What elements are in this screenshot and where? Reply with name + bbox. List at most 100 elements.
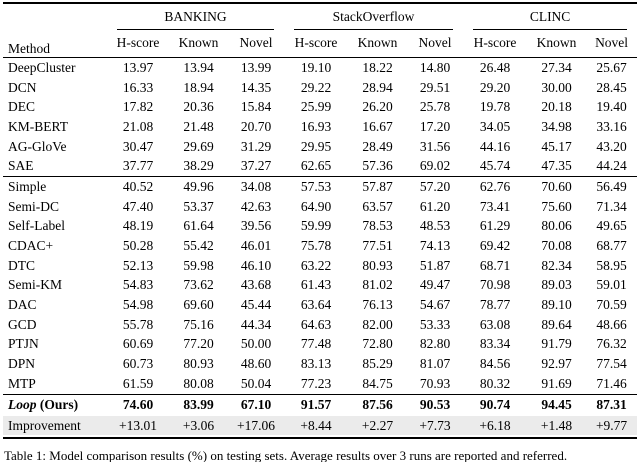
- value-cell: 30.47: [122, 138, 154, 154]
- value-cell: 64.63: [300, 316, 332, 332]
- table-row: Self-Label 48.19 61.64 39.56 59.99 78.53 48.53…: [3, 217, 637, 237]
- value-cell: 78.77: [479, 297, 511, 313]
- value-cell: 20.18: [541, 99, 572, 115]
- value-cell: 77.20: [183, 336, 214, 352]
- value-cell: 82.34: [541, 257, 572, 273]
- value-cell: 38.29: [183, 158, 214, 174]
- value-cell: 29.95: [300, 138, 332, 154]
- value-cell: 70.59: [596, 297, 627, 313]
- value-cell: 83.34: [479, 336, 511, 352]
- value-cell: +3.06: [169, 415, 228, 436]
- value-cell: 13.94: [183, 59, 214, 75]
- value-cell: 45.74: [479, 158, 511, 174]
- value-cell: 55.42: [183, 238, 214, 254]
- value-cell: 29.20: [479, 79, 511, 95]
- value-cell: 61.59: [122, 375, 154, 391]
- table-row: KM-BERT 21.08 21.48 20.70 16.93 16.67 17.20 34.…: [3, 117, 637, 137]
- value-cell: 29.51: [419, 79, 451, 95]
- method-cell: DEC: [8, 99, 35, 115]
- value-cell: 85.29: [362, 356, 393, 372]
- value-cell: 67.10: [228, 393, 285, 416]
- group-header-stackoverflow-label: StackOverflow: [294, 8, 454, 30]
- value-cell: 75.78: [300, 238, 332, 254]
- value-cell: 90.74: [463, 393, 528, 416]
- value-cell: 14.35: [240, 79, 272, 95]
- value-cell: 82.80: [419, 336, 451, 352]
- value-cell: 52.13: [122, 257, 154, 273]
- value-cell: 61.29: [479, 218, 511, 234]
- value-cell: 53.33: [419, 316, 451, 332]
- value-cell: 37.27: [240, 158, 272, 174]
- results-table: Method BANKING StackOverflow CLINC H-sco…: [3, 2, 638, 436]
- value-cell: 90.53: [407, 393, 464, 416]
- value-cell: 80.93: [362, 257, 393, 273]
- group-header-stackoverflow: StackOverflow: [284, 3, 463, 30]
- value-cell: 71.34: [596, 198, 627, 214]
- table-bottom-rule: [3, 437, 637, 440]
- value-cell: 17.82: [122, 99, 154, 115]
- method-cell: GCD: [8, 316, 37, 332]
- value-cell: 80.32: [479, 375, 511, 391]
- value-cell: 49.47: [419, 277, 451, 293]
- table-row: DCN 16.33 18.94 14.35 29.22 28.94 29.51 29.20 30…: [3, 78, 637, 98]
- value-cell: 64.90: [300, 198, 332, 214]
- table-row: DPN 60.73 80.93 48.60 83.13 85.29 81.07 84.56 92…: [3, 354, 637, 374]
- column-header-hscore: H-score: [294, 35, 338, 50]
- value-cell: 31.56: [419, 138, 451, 154]
- value-cell: 56.49: [586, 176, 638, 197]
- value-cell: 16.93: [300, 118, 332, 134]
- value-cell: 44.16: [479, 138, 511, 154]
- value-cell: +1.48: [527, 415, 587, 436]
- value-cell: 53.37: [183, 198, 214, 214]
- value-cell: 18.94: [183, 79, 214, 95]
- column-header-novel: Novel: [239, 35, 273, 50]
- value-cell: 77.23: [300, 375, 332, 391]
- value-cell: 47.40: [122, 198, 154, 214]
- value-cell: 14.80: [419, 59, 451, 75]
- value-cell: 17.20: [419, 118, 451, 134]
- value-cell: +9.77: [586, 415, 638, 436]
- value-cell: 71.46: [596, 375, 627, 391]
- table-row: DAC 54.98 69.60 45.44 63.64 76.13 54.67 78.77 89…: [3, 295, 637, 315]
- value-cell: 91.69: [541, 375, 572, 391]
- method-cell: DTC: [8, 257, 35, 273]
- table-header: Method BANKING StackOverflow CLINC H-sco…: [3, 3, 638, 58]
- value-cell: 26.20: [362, 99, 393, 115]
- value-cell: 28.45: [596, 79, 627, 95]
- value-cell: 87.56: [348, 393, 408, 416]
- method-cell: MTP: [8, 375, 36, 391]
- value-cell: 91.79: [541, 336, 572, 352]
- table-row: PTJN 60.69 77.20 50.00 77.48 72.80 82.80 83.34 9…: [3, 335, 637, 355]
- value-cell: 50.00: [240, 336, 272, 352]
- value-cell: 81.07: [419, 356, 451, 372]
- value-cell: 48.53: [419, 218, 451, 234]
- value-cell: 63.08: [479, 316, 511, 332]
- value-cell: 57.36: [362, 158, 393, 174]
- group-header-clinc-label: CLINC: [473, 8, 628, 30]
- value-cell: 68.71: [479, 257, 511, 273]
- value-cell: 46.10: [240, 257, 272, 273]
- value-cell: 63.64: [300, 297, 332, 313]
- value-cell: 77.48: [300, 336, 332, 352]
- value-cell: 84.75: [362, 375, 393, 391]
- group-header-clinc: CLINC: [463, 3, 637, 30]
- table-row: Improvement +13.01 +3.06 +17.06 +8.44 +2.27 +7…: [3, 415, 638, 436]
- value-cell: 48.60: [240, 356, 272, 372]
- method-cell: Semi-DC: [8, 198, 60, 214]
- value-cell: 69.60: [183, 297, 214, 313]
- value-cell: 74.13: [419, 238, 451, 254]
- value-cell: 84.56: [479, 356, 511, 372]
- value-cell: 83.99: [169, 393, 228, 416]
- method-cell: PTJN: [8, 336, 39, 352]
- value-cell: 54.98: [122, 297, 154, 313]
- value-cell: 40.52: [107, 176, 169, 197]
- value-cell: 73.62: [183, 277, 214, 293]
- value-cell: 45.17: [541, 138, 572, 154]
- value-cell: 78.53: [362, 218, 393, 234]
- value-cell: 25.67: [596, 59, 627, 75]
- value-cell: 51.87: [419, 257, 451, 273]
- value-cell: +13.01: [107, 415, 169, 436]
- value-cell: 80.06: [541, 218, 572, 234]
- value-cell: 25.99: [300, 99, 332, 115]
